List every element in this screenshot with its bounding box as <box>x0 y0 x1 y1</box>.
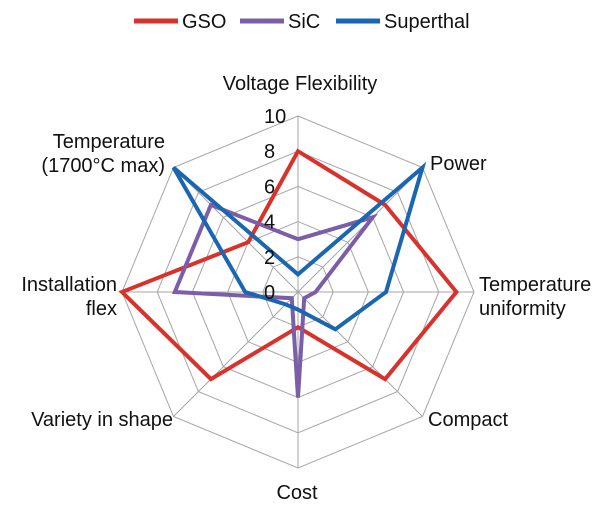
series-line-gso <box>118 148 459 382</box>
tick-label-10: 10 <box>264 106 286 128</box>
tick-labels: 0 2 4 6 8 10 <box>264 106 286 304</box>
axis-label-4: Cost <box>276 482 318 504</box>
tick-label-4: 4 <box>264 212 275 234</box>
axis-spoke-3 <box>297 291 423 417</box>
axis-label-6: Installation flex <box>21 274 117 320</box>
axis-label-7: Temperature (1700°C max) <box>41 131 165 177</box>
axis-spoke-1 <box>297 167 423 293</box>
axis-label-3: Compact <box>428 409 508 431</box>
tick-label-8: 8 <box>264 141 275 163</box>
series-line-sic <box>171 202 378 398</box>
axis-label-0: Voltage Flexibility <box>223 73 378 95</box>
legend-label-sic: SiC <box>288 11 320 33</box>
axis-labels: Voltage Flexibility Power Temperature unifo… <box>21 73 591 504</box>
axis-label-2: Temperature uniformity <box>479 274 591 320</box>
axis-label-1: Power <box>430 153 487 175</box>
tick-label-0: 0 <box>264 282 275 304</box>
axis-spoke-5 <box>173 291 299 417</box>
tick-label-6: 6 <box>264 176 275 198</box>
series-line-superthal <box>171 161 427 332</box>
legend: GSO SiC Superthal <box>134 11 470 33</box>
tick-label-2: 2 <box>264 247 275 269</box>
series-layer <box>118 148 459 398</box>
legend-label-superthal: Superthal <box>384 11 470 33</box>
axis-label-5: Variety in shape <box>31 409 173 431</box>
legend-label-gso: GSO <box>182 11 226 33</box>
axis-spoke-7 <box>173 167 299 293</box>
